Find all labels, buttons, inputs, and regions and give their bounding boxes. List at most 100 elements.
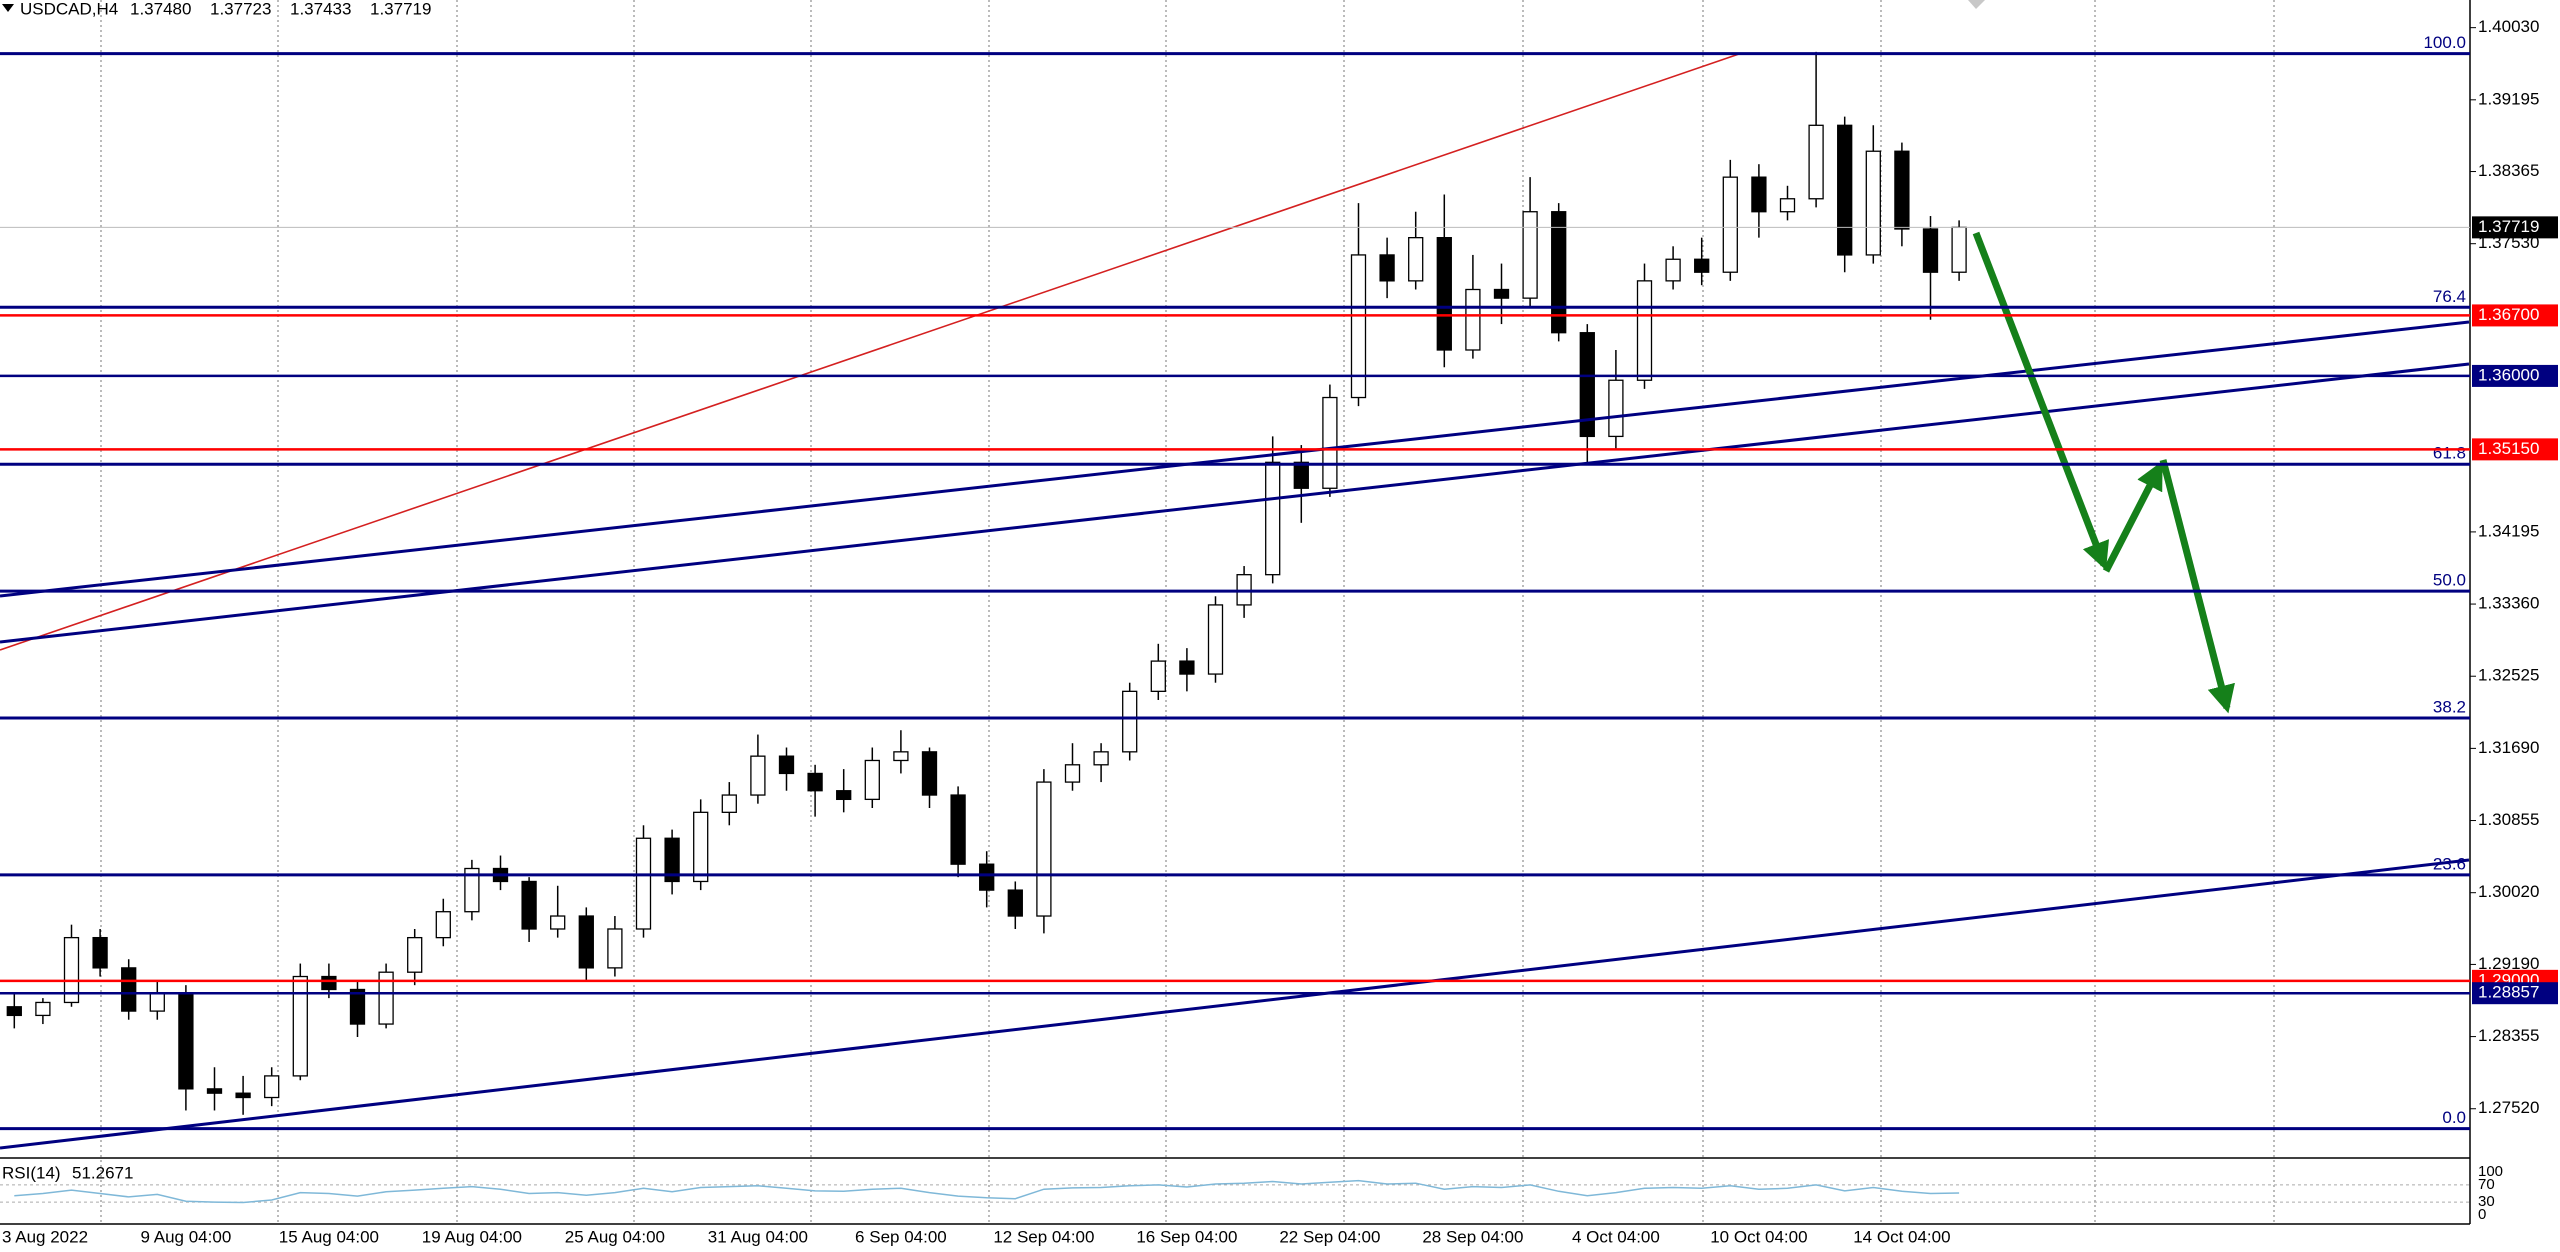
candle-body [1293, 461, 1309, 489]
rsi-tick-label: 0 [2478, 1206, 2486, 1223]
candle-body [1865, 150, 1881, 256]
x-tick-label: 28 Sep 04:00 [1422, 1227, 1523, 1246]
header-value: 1.37723 [210, 0, 271, 18]
price-label-box [2472, 304, 2558, 327]
x-tick-label: 31 Aug 04:00 [708, 1227, 808, 1246]
candle-body [1322, 396, 1338, 489]
forecast-arrow [1972, 231, 2110, 571]
y-tick-label: 1.30020 [2478, 882, 2539, 901]
trend-line [0, 320, 2470, 598]
y-tick-label: 1.39195 [2478, 89, 2539, 108]
x-tick-label: 10 Oct 04:00 [1710, 1227, 1807, 1246]
candle-body [1436, 236, 1452, 351]
y-tick-label: 1.38365 [2478, 161, 2539, 180]
drawings [0, 0, 2470, 1150]
candle-body [1122, 690, 1138, 753]
candle-body [521, 880, 537, 930]
candle-body [35, 1001, 51, 1017]
candle-body [1751, 176, 1767, 213]
fib-label: 38.2 [2433, 697, 2466, 716]
rsi-tick-label: 30 [2478, 1193, 2495, 1210]
candle-body [950, 794, 966, 865]
candle-body [578, 915, 594, 969]
header-value: 1.37719 [370, 0, 431, 18]
forecast-arrow [2159, 459, 2235, 714]
candle-body [149, 993, 165, 1012]
candle-body [349, 988, 366, 1025]
fib-label: 23.6 [2433, 854, 2466, 873]
candle-body [1150, 660, 1166, 692]
candle-body [407, 936, 423, 973]
candle-body [6, 1006, 22, 1017]
candle-body [1265, 461, 1281, 576]
candle-body [63, 936, 80, 1004]
candle-body [693, 811, 709, 883]
candle-body [1007, 889, 1023, 917]
y-tick-label: 1.27520 [2478, 1098, 2539, 1117]
y-tick-label: 1.28355 [2478, 1026, 2539, 1045]
rsi-tick-label: 70 [2478, 1176, 2495, 1193]
trend-line [0, 53, 1740, 651]
candle-body [264, 1075, 280, 1099]
fib-label: 0.0 [2442, 1108, 2466, 1127]
candle-body [1694, 258, 1710, 273]
candle-body [235, 1092, 251, 1099]
candle-body [921, 751, 938, 796]
forecast-arrow [2102, 461, 2164, 573]
x-tick-label: 9 Aug 04:00 [141, 1227, 232, 1246]
candle-body [178, 993, 194, 1090]
x-tick-label: 16 Sep 04:00 [1136, 1227, 1237, 1246]
x-tick-label: 22 Sep 04:00 [1279, 1227, 1380, 1246]
candle-body [1665, 258, 1681, 282]
candle-body [1722, 176, 1738, 273]
y-tick-label: 1.31690 [2478, 738, 2539, 757]
price-label: 1.36700 [2478, 305, 2539, 324]
candle-body [807, 772, 823, 792]
candle-body [1036, 781, 1052, 917]
shift-marker [1968, 0, 1985, 9]
candle-body [1951, 226, 1967, 273]
x-tick-label: 19 Aug 04:00 [422, 1227, 522, 1246]
candle-body [836, 790, 852, 801]
x-tick-label: 15 Aug 04:00 [279, 1227, 379, 1246]
symbol-title: USDCAD,H4 [20, 0, 118, 18]
candle-body [378, 971, 394, 1025]
candle-body [321, 975, 337, 991]
candle-body [435, 911, 451, 939]
candle-body [1551, 211, 1567, 334]
x-tick-label: 3 Aug 2022 [2, 1227, 88, 1246]
candle-body [550, 915, 566, 930]
rsi-name: RSI(14) [2, 1163, 61, 1182]
candle-body [206, 1088, 223, 1094]
menu-triangle [2, 4, 14, 12]
candle-body [92, 936, 108, 969]
y-tick-label: 1.32525 [2478, 666, 2539, 685]
x-tick-label: 25 Aug 04:00 [565, 1227, 665, 1246]
candle-body [464, 867, 480, 913]
y-tick-label: 1.34195 [2478, 521, 2539, 540]
candle-body [1522, 211, 1538, 299]
candle-body [1608, 379, 1624, 438]
candle-body [664, 837, 680, 883]
rsi-value: 51.2671 [72, 1163, 133, 1182]
fib-label: 50.0 [2433, 571, 2466, 590]
period-separators [100, 0, 2275, 1224]
candle-body [607, 928, 623, 969]
candle-body [292, 975, 308, 1077]
candle-body [1350, 254, 1367, 399]
price-label: 1.35150 [2478, 439, 2539, 458]
y-tick-label: 1.29190 [2478, 954, 2539, 973]
price-label-box [2472, 364, 2558, 387]
candle-body [1779, 198, 1796, 213]
rsi-line [14, 1179, 1960, 1204]
fib-label: 76.4 [2433, 287, 2466, 306]
candle-body [1493, 288, 1510, 299]
fib-label: 61.8 [2433, 444, 2466, 463]
candle-body [721, 794, 737, 813]
candle-body [1179, 660, 1195, 675]
candle-body [1808, 124, 1824, 200]
trend-line [0, 858, 2470, 1150]
candle-body [635, 837, 652, 930]
y-tick-label: 1.33360 [2478, 594, 2539, 613]
price-label: 1.37719 [2478, 217, 2539, 236]
